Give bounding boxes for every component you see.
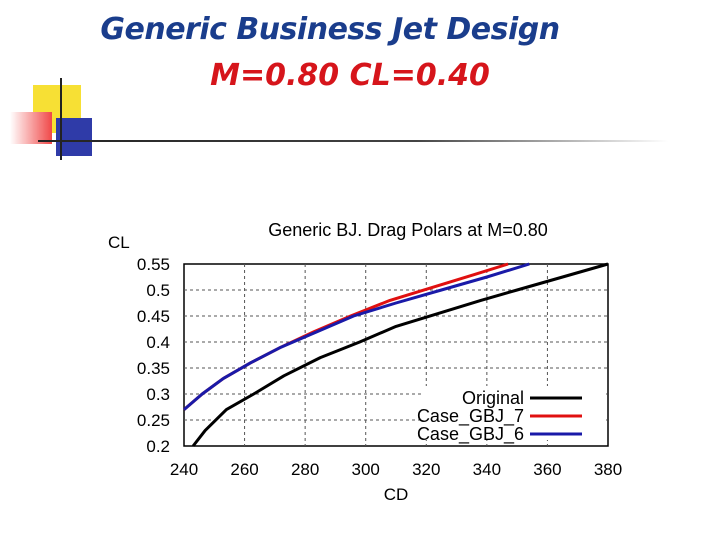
- series-line-case-gbj-6: [183, 262, 530, 411]
- deco-horizontal-line: [38, 140, 668, 142]
- chart-title: Generic BJ. Drag Polars at M=0.80: [268, 220, 548, 240]
- legend-background: [424, 386, 606, 440]
- legend-label: Original: [462, 388, 524, 408]
- plot-frame: [183, 263, 609, 447]
- x-tick-label: 260: [230, 460, 258, 479]
- y-tick-label: 0.35: [137, 359, 170, 378]
- y-tick-label: 0.2: [146, 437, 170, 456]
- y-tick-label: 0.5: [146, 281, 170, 300]
- y-tick-label: 0.25: [137, 411, 170, 430]
- slide-title: Generic Business Jet Design: [100, 12, 560, 47]
- deco-vertical-line: [60, 78, 62, 160]
- slide-subtitle: M=0.80 CL=0.40: [210, 58, 490, 93]
- legend-label: Case_GBJ_6: [417, 424, 524, 445]
- deco-blue-square: [56, 118, 92, 156]
- y-tick-label: 0.55: [137, 255, 170, 274]
- y-tick-label: 0.45: [137, 307, 170, 326]
- deco-red-square: [10, 112, 52, 144]
- x-tick-label: 240: [170, 460, 198, 479]
- x-tick-label: 300: [352, 460, 380, 479]
- x-tick-label: 320: [412, 460, 440, 479]
- y-axis-label: CL: [108, 233, 130, 252]
- x-tick-label: 340: [473, 460, 501, 479]
- x-tick-label: 280: [291, 460, 319, 479]
- y-tick-label: 0.3: [146, 385, 170, 404]
- tick-labels: 240 260 280 300 320 340 360 380 0.2 0.25 0.3 0.35 0.…: [137, 255, 622, 479]
- y-tick-label: 0.4: [146, 333, 170, 352]
- x-tick-label: 380: [594, 460, 622, 479]
- x-tick-label: 360: [533, 460, 561, 479]
- series-line-original: [191, 262, 609, 447]
- x-axis-label: CD: [384, 485, 409, 504]
- series-lines: [183, 262, 609, 447]
- legend-label: Case_GBJ_7: [417, 406, 524, 427]
